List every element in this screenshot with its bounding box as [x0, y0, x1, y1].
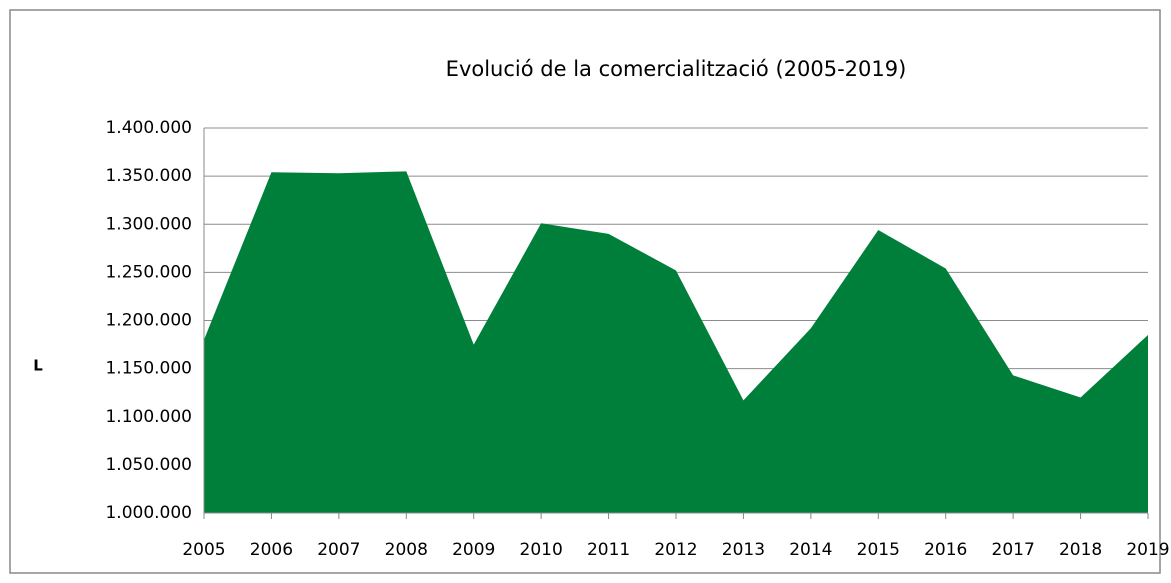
x-tick-label: 2010 [520, 540, 563, 560]
x-tick-label: 2013 [722, 540, 765, 560]
x-tick-label: 2012 [654, 540, 697, 560]
y-axis-label: L [33, 357, 43, 375]
x-tick-label: 2017 [992, 540, 1035, 560]
y-tick-label: 1.250.000 [105, 262, 192, 282]
y-tick-label: 1.200.000 [105, 311, 192, 331]
x-tick-label: 2006 [250, 540, 293, 560]
chart-title: Evolució de la comercialització (2005-20… [446, 57, 907, 81]
x-tick-label: 2009 [452, 540, 495, 560]
x-tick-label: 2016 [924, 540, 967, 560]
x-tick-label: 2014 [789, 540, 832, 560]
y-tick-label: 1.050.000 [105, 455, 192, 475]
y-tick-label: 1.300.000 [105, 214, 192, 234]
x-tick-label: 2018 [1059, 540, 1102, 560]
x-tick-label: 2007 [317, 540, 360, 560]
y-tick-label: 1.350.000 [105, 166, 192, 186]
area [204, 171, 1148, 513]
y-tick-label: 1.150.000 [105, 359, 192, 379]
y-tick-label: 1.400.000 [105, 118, 192, 138]
x-tick-label: 2015 [857, 540, 900, 560]
x-tick-label: 2005 [182, 540, 225, 560]
x-tick-label: 2011 [587, 540, 630, 560]
y-tick-label: 1.100.000 [105, 407, 192, 427]
y-tick-label: 1.000.000 [105, 503, 192, 523]
x-tick-label: 2008 [385, 540, 428, 560]
x-tick-label: 2019 [1126, 540, 1169, 560]
